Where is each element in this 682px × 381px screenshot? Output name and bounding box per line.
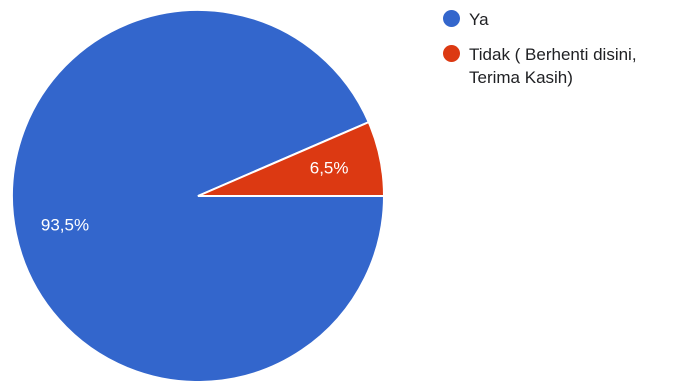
legend-item-ya[interactable]: Ya [443,8,679,31]
chart-legend: Ya Tidak ( Berhenti disini, Terima Kasih… [443,8,679,101]
legend-label-tidak: Tidak ( Berhenti disini, Terima Kasih) [469,45,637,87]
slice-label-tidak: 6,5% [310,158,349,177]
legend-label-ya: Ya [469,10,489,29]
legend-swatch-tidak [443,45,460,62]
legend-swatch-ya [443,10,460,27]
legend-item-tidak[interactable]: Tidak ( Berhenti disini, Terima Kasih) [443,43,679,89]
pie-slice-tidak[interactable] [197,120,386,197]
slice-label-ya: 93,5% [41,215,89,234]
